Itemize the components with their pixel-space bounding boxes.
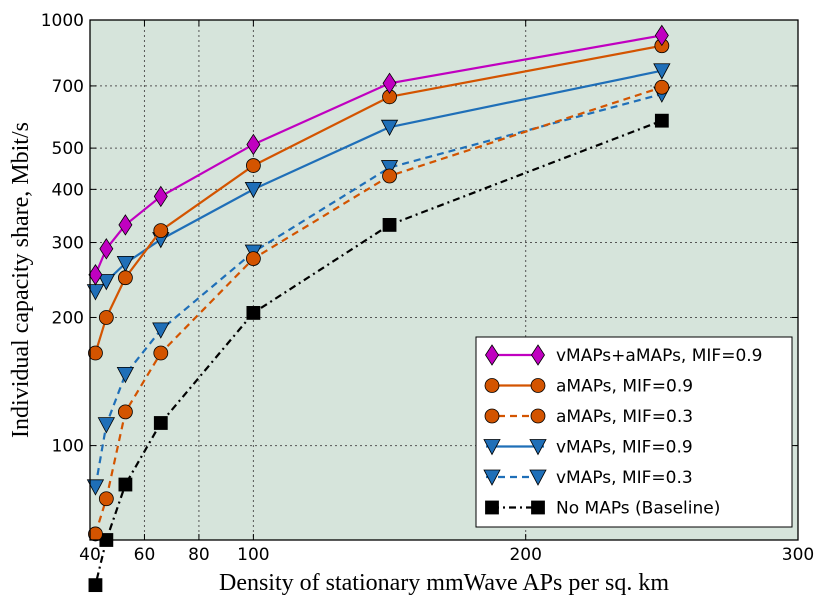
legend-marker — [484, 378, 500, 393]
data-point — [98, 310, 114, 325]
legend-marker — [485, 344, 499, 366]
data-point — [382, 72, 397, 95]
data-point — [118, 270, 133, 286]
plot-frame — [89, 19, 799, 541]
x-tick-label: 200 — [509, 545, 541, 565]
data-point — [245, 158, 261, 173]
data-point — [246, 133, 261, 156]
data-point — [245, 251, 261, 267]
data-point — [99, 238, 114, 260]
y-axis-label: Individual capacity share, Mbit/s — [8, 122, 34, 438]
data-point — [382, 218, 397, 232]
x-tick-label: 100 — [237, 545, 269, 565]
x-tick-label: 40 — [79, 545, 101, 565]
y-tick-label: 1000 — [41, 11, 84, 31]
y-tick-label: 100 — [52, 437, 84, 457]
data-point — [153, 223, 169, 239]
data-point — [116, 366, 135, 384]
data-point — [153, 185, 168, 208]
data-point — [88, 264, 103, 286]
x-tick-label: 60 — [134, 545, 156, 565]
data-point — [654, 24, 669, 47]
data-point — [244, 181, 263, 199]
data-point — [118, 477, 133, 492]
data-point — [86, 479, 105, 496]
legend-marker — [529, 469, 547, 486]
y-tick-label: 200 — [52, 308, 84, 328]
data-point — [88, 578, 103, 593]
data-point — [246, 306, 261, 320]
data-point — [97, 417, 116, 434]
legend-marker — [485, 500, 499, 515]
legend-label: aMAPs, MIF=0.3 — [556, 407, 693, 427]
data-point — [380, 160, 399, 177]
legend-marker — [483, 439, 501, 456]
y-tick-label: 400 — [52, 180, 84, 200]
x-tick-label: 300 — [782, 545, 814, 565]
legend-marker — [483, 469, 501, 486]
legend-box — [475, 336, 793, 528]
data-point — [152, 322, 170, 339]
y-tick-label: 300 — [52, 234, 84, 254]
legend-marker — [530, 378, 546, 393]
legend-label: vMAPs, MIF=0.3 — [556, 468, 693, 488]
legend: vMAPs+aMAPs, MIF=0.9 aMAPs, MIF=0.9 aMAPs,… — [475, 336, 793, 528]
y-tick-label: 500 — [52, 139, 84, 159]
y-tick-label: 700 — [52, 77, 84, 97]
data-point — [382, 168, 397, 184]
x-tick-label: 80 — [188, 545, 210, 565]
data-point — [654, 113, 669, 128]
legend-marker — [484, 408, 500, 424]
legend-marker — [530, 408, 546, 424]
data-point — [88, 345, 103, 361]
legend-marker — [531, 344, 545, 366]
data-point — [98, 491, 114, 507]
data-point — [116, 255, 135, 273]
data-point — [654, 79, 670, 95]
data-point — [153, 416, 168, 430]
legend-label: vMAPs, MIF=0.9 — [556, 438, 693, 458]
legend-marker — [531, 500, 545, 515]
data-point — [88, 526, 103, 542]
legend-label: vMAPs+aMAPs, MIF=0.9 — [556, 346, 762, 366]
series-layer — [86, 24, 671, 593]
data-point — [653, 63, 671, 80]
data-point — [118, 404, 133, 420]
data-point — [97, 274, 116, 291]
legend-marker — [529, 439, 547, 456]
legend-label: No MAPs (Baseline) — [556, 499, 720, 519]
x-axis-label: Density of stationary mmWave APs per sq.… — [219, 570, 669, 596]
data-point — [153, 345, 169, 361]
data-point — [118, 214, 133, 236]
legend-label: aMAPs, MIF=0.9 — [556, 377, 693, 397]
tick-layer: 40 60 80 100 200 300 100 200 300 400 500 700 1000 — [41, 11, 814, 565]
data-point — [380, 119, 399, 137]
